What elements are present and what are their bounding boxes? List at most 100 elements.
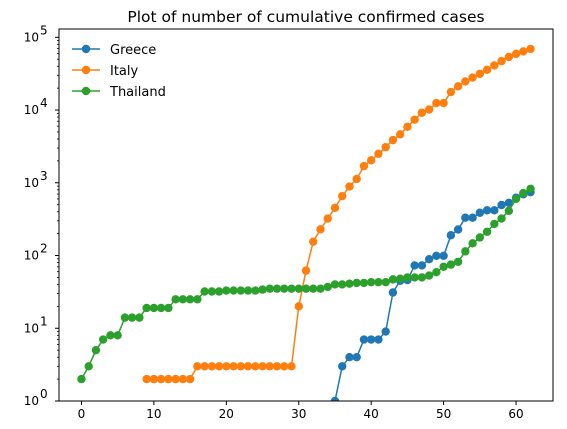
data-point-greece (461, 213, 470, 222)
data-point-italy (193, 362, 202, 371)
data-point-italy (207, 362, 217, 371)
data-point-italy (142, 374, 151, 384)
data-point-italy (388, 135, 398, 145)
data-point-thailand (207, 287, 217, 296)
legend: Greece Italy Thailand (72, 43, 166, 100)
data-point-thailand (171, 295, 180, 304)
data-point-thailand (113, 331, 122, 340)
data-point-italy (164, 374, 173, 384)
data-point-italy (236, 362, 246, 371)
y-tick-label: 10 (24, 394, 39, 408)
data-point-thailand (156, 303, 166, 313)
data-point-thailand (424, 271, 434, 280)
data-point-italy (323, 214, 332, 223)
data-point-italy (424, 105, 434, 114)
data-point-thailand (504, 206, 514, 216)
data-point-thailand (135, 313, 144, 322)
data-point-thailand (272, 284, 282, 293)
y-tick-label: 10 (24, 249, 39, 263)
data-point-thailand (366, 277, 376, 287)
x-tick-label: 0 (78, 407, 86, 421)
data-point-thailand (98, 335, 108, 344)
data-point-thailand (446, 260, 456, 269)
data-point-italy (461, 77, 470, 86)
data-point-greece (381, 327, 390, 336)
data-point-thailand (359, 278, 369, 288)
plot-area (77, 44, 535, 401)
data-point-italy (374, 149, 383, 158)
data-point-italy (149, 374, 159, 384)
chart-title: Plot of number of cumulative confirmed c… (127, 8, 484, 26)
y-tick-label-exponent: 4 (40, 96, 48, 110)
x-tick-label: 40 (364, 407, 379, 421)
data-point-italy (171, 374, 180, 384)
data-point-greece (330, 396, 340, 401)
data-point-greece (366, 335, 376, 344)
data-point-greece (424, 255, 434, 264)
data-point-italy (359, 161, 369, 171)
legend-label-italy: Italy (110, 64, 139, 79)
data-point-italy (338, 191, 347, 201)
data-point-thailand (432, 267, 441, 277)
data-point-thailand (200, 287, 209, 296)
y-tick-label: 10 (24, 321, 39, 335)
data-point-thailand (280, 284, 289, 293)
data-point-thailand (120, 313, 130, 322)
data-point-italy (511, 49, 521, 59)
data-point-thailand (251, 286, 260, 295)
data-point-italy (287, 362, 296, 371)
x-tick-label: 50 (436, 407, 451, 421)
data-point-thailand (475, 233, 485, 242)
data-point-greece (497, 200, 506, 210)
data-point-thailand (482, 227, 492, 236)
data-point-thailand (381, 277, 390, 287)
y-tick-label-exponent: 5 (40, 23, 48, 37)
data-point-thailand (388, 275, 398, 284)
data-point-italy (519, 47, 528, 56)
data-point-thailand (258, 285, 267, 294)
data-point-italy (490, 61, 499, 70)
data-point-greece (352, 353, 361, 362)
data-point-thailand (127, 313, 137, 322)
data-point-thailand (403, 273, 412, 282)
data-point-greece (388, 288, 398, 297)
data-point-italy (309, 237, 318, 246)
data-point-italy (301, 266, 311, 275)
data-point-italy (229, 362, 238, 371)
legend-marker-greece (81, 44, 91, 54)
data-point-greece (417, 261, 427, 270)
data-point-thailand (345, 279, 354, 288)
legend-label-greece: Greece (110, 43, 156, 58)
data-point-italy (200, 362, 209, 371)
data-point-thailand (84, 362, 93, 371)
data-point-thailand (374, 277, 383, 287)
data-point-thailand (330, 280, 340, 289)
data-point-italy (417, 108, 427, 117)
x-tick-label: 10 (146, 407, 161, 421)
data-point-italy (214, 362, 224, 371)
y-tick-label-exponent: 3 (40, 169, 48, 183)
data-point-italy (403, 122, 412, 131)
data-point-greece (439, 251, 448, 261)
data-point-thailand (526, 184, 535, 193)
data-point-italy (222, 362, 231, 371)
data-point-greece (490, 206, 499, 215)
data-point-thailand (142, 303, 151, 313)
data-point-italy (482, 65, 492, 75)
data-point-greece (468, 213, 477, 222)
data-point-italy (446, 87, 456, 97)
data-point-thailand (461, 247, 470, 256)
data-point-thailand (164, 303, 173, 313)
data-point-greece (345, 353, 354, 362)
data-point-italy (258, 362, 267, 371)
data-point-thailand (417, 273, 427, 282)
y-tick-label-exponent: 2 (40, 242, 48, 256)
data-point-thailand (243, 286, 253, 295)
legend-marker-italy (81, 65, 91, 75)
data-point-thailand (214, 287, 224, 296)
data-point-italy (316, 225, 325, 234)
data-point-italy (243, 362, 253, 371)
data-point-greece (432, 251, 441, 261)
data-point-italy (265, 362, 274, 371)
data-point-thailand (497, 214, 506, 223)
